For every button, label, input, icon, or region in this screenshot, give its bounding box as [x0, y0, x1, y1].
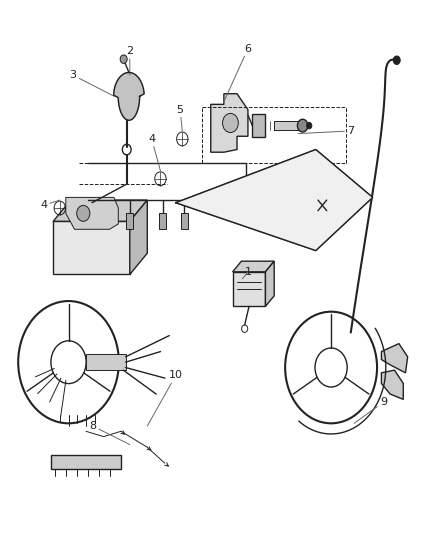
Polygon shape [66, 197, 118, 229]
Polygon shape [126, 213, 133, 229]
Polygon shape [232, 272, 265, 306]
Polygon shape [51, 455, 121, 469]
Polygon shape [381, 344, 407, 373]
Text: 3: 3 [69, 70, 114, 96]
Polygon shape [381, 370, 403, 399]
Circle shape [77, 205, 90, 221]
Circle shape [392, 56, 399, 64]
Text: 8: 8 [89, 421, 130, 445]
Circle shape [222, 114, 238, 133]
Polygon shape [232, 261, 274, 272]
Polygon shape [159, 213, 166, 229]
Text: 6: 6 [223, 44, 251, 102]
Text: 1: 1 [242, 267, 251, 279]
Circle shape [306, 123, 311, 129]
Text: 4: 4 [40, 200, 60, 211]
Text: 2: 2 [126, 46, 133, 75]
Polygon shape [113, 72, 144, 120]
Polygon shape [252, 114, 265, 138]
Text: 9: 9 [353, 397, 386, 423]
Polygon shape [53, 221, 130, 274]
Text: 7: 7 [297, 126, 353, 136]
Circle shape [120, 55, 127, 63]
Text: 10: 10 [147, 370, 182, 426]
Polygon shape [274, 122, 300, 130]
Polygon shape [86, 354, 125, 370]
Polygon shape [180, 213, 187, 229]
Polygon shape [130, 200, 147, 274]
Polygon shape [210, 94, 247, 152]
Text: 5: 5 [176, 104, 183, 131]
Polygon shape [265, 261, 274, 306]
Circle shape [297, 119, 307, 132]
Polygon shape [53, 200, 147, 221]
Polygon shape [175, 150, 372, 251]
Text: 4: 4 [148, 134, 160, 171]
